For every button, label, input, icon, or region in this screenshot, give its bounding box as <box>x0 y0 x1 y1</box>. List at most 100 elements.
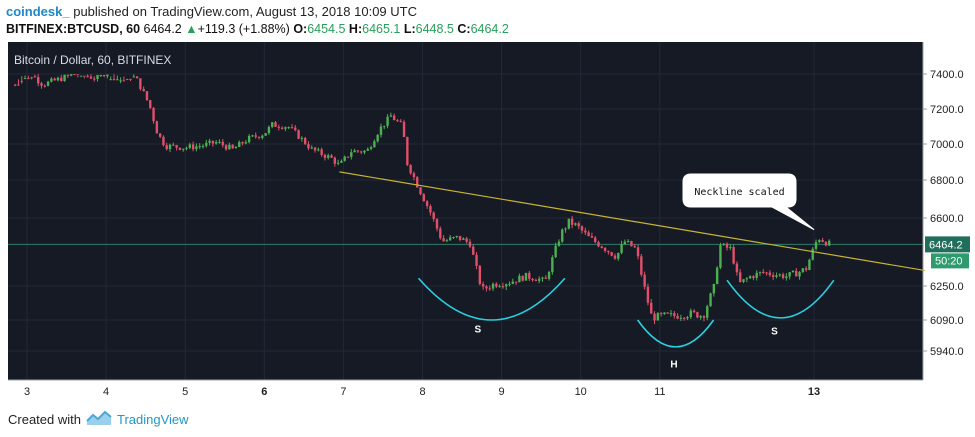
candle-body <box>53 78 56 81</box>
change-value: +119.3 (+1.88%) <box>197 22 290 36</box>
candle-body <box>409 165 412 174</box>
candle-body <box>175 145 178 148</box>
plot-area[interactable] <box>8 42 923 380</box>
pattern-label-shoulder: S <box>771 326 778 337</box>
candle-body <box>244 142 248 144</box>
candle-body <box>297 130 300 139</box>
candle-body <box>706 306 709 318</box>
candle-body <box>363 150 366 153</box>
tradingview-brand-link[interactable]: TradingView <box>117 412 189 427</box>
price-chart[interactable]: 7400.0 7200.0 7000.0 6800.0 6600.0 6250.0 6090… <box>0 42 975 400</box>
candle-body <box>531 278 534 281</box>
right-shoulder-arc[interactable] <box>726 279 835 319</box>
candle-body <box>99 74 103 76</box>
symbol-label: BITFINEX:BTCUSD, 60 <box>6 22 141 36</box>
candle-body <box>603 247 607 251</box>
candle-body <box>201 145 205 147</box>
head-arc[interactable] <box>636 319 715 348</box>
candle-body <box>801 268 805 272</box>
candle-body <box>732 247 735 264</box>
candle-body <box>83 75 86 77</box>
candle-body <box>613 255 617 259</box>
candle-body <box>762 271 765 273</box>
candle-body <box>439 228 442 239</box>
candle-body <box>659 313 663 315</box>
up-arrow-icon: ▲ <box>185 22 198 36</box>
candle-body <box>673 313 676 316</box>
candle-body <box>752 276 755 278</box>
candle-body <box>76 74 79 76</box>
candle-body <box>396 120 399 122</box>
candle-body <box>300 137 304 139</box>
candle-body <box>788 272 791 277</box>
candle-body <box>574 223 577 225</box>
candle-body <box>149 100 152 108</box>
candle-body <box>646 286 650 303</box>
left-shoulder-arc[interactable] <box>417 277 566 321</box>
candle-body <box>89 76 93 79</box>
candle-body <box>290 127 294 129</box>
candle-body <box>182 148 185 150</box>
candle-body <box>257 136 261 138</box>
candle-body <box>564 228 567 230</box>
candle-body <box>188 144 192 148</box>
candle-body <box>511 281 515 284</box>
chart-container[interactable]: 7400.0 7200.0 7000.0 6800.0 6600.0 6250.0 6090… <box>0 42 975 400</box>
candle-body <box>86 75 89 77</box>
candle-body <box>135 76 139 79</box>
candle-body <box>594 237 597 242</box>
candle-body <box>125 79 129 81</box>
candle-body <box>656 313 660 321</box>
candle-body <box>294 127 297 131</box>
candle-body <box>359 151 363 153</box>
candle-body <box>505 284 508 287</box>
candle-body <box>808 259 811 270</box>
neckline-callout-text: Neckline scaled <box>694 187 784 198</box>
o-label: O: <box>293 22 308 36</box>
candle-body <box>313 147 317 151</box>
candle-body <box>56 77 60 81</box>
candle-body <box>636 247 640 257</box>
candle-body <box>191 144 195 150</box>
h-label: H: <box>348 22 363 36</box>
price-axis[interactable] <box>923 42 975 400</box>
candle-body <box>129 78 132 80</box>
candle-body <box>821 240 824 242</box>
candle-body <box>472 246 475 255</box>
candle-body <box>620 244 623 253</box>
candle-body <box>142 89 145 92</box>
candle-body <box>626 241 630 243</box>
candle-body <box>389 115 393 117</box>
candle-body <box>739 272 742 282</box>
candle-body <box>383 125 386 127</box>
left-margin <box>0 42 8 380</box>
candle-body <box>96 74 99 79</box>
time-axis[interactable] <box>0 380 923 400</box>
candle-body <box>478 265 482 285</box>
candle-body <box>692 310 696 313</box>
candle-body <box>40 83 43 86</box>
chart-title: Bitcoin / Dollar, 60, BITFINEX <box>14 53 171 67</box>
candle-body <box>214 142 218 144</box>
candle-body <box>689 310 692 318</box>
candle-body <box>765 272 768 274</box>
candle-body <box>541 277 544 279</box>
candle-body <box>132 76 135 78</box>
candle-body <box>211 140 215 144</box>
candle-body <box>640 256 643 275</box>
candle-body <box>729 247 732 249</box>
candle-body <box>323 154 327 158</box>
neckline-callout[interactable] <box>682 173 815 231</box>
candle-body <box>152 107 155 122</box>
candle-body <box>406 137 409 166</box>
author-link[interactable]: coindesk_ <box>6 4 70 19</box>
neckline[interactable] <box>339 171 925 272</box>
candle-body <box>699 316 702 318</box>
candle-body <box>521 275 524 281</box>
candle-body <box>116 79 119 81</box>
candle-body <box>336 162 340 164</box>
candle-body <box>13 84 17 86</box>
candle-body <box>369 147 373 149</box>
y-tick-label: 7400.0 <box>930 69 964 81</box>
x-tick-label: 7 <box>340 386 346 398</box>
